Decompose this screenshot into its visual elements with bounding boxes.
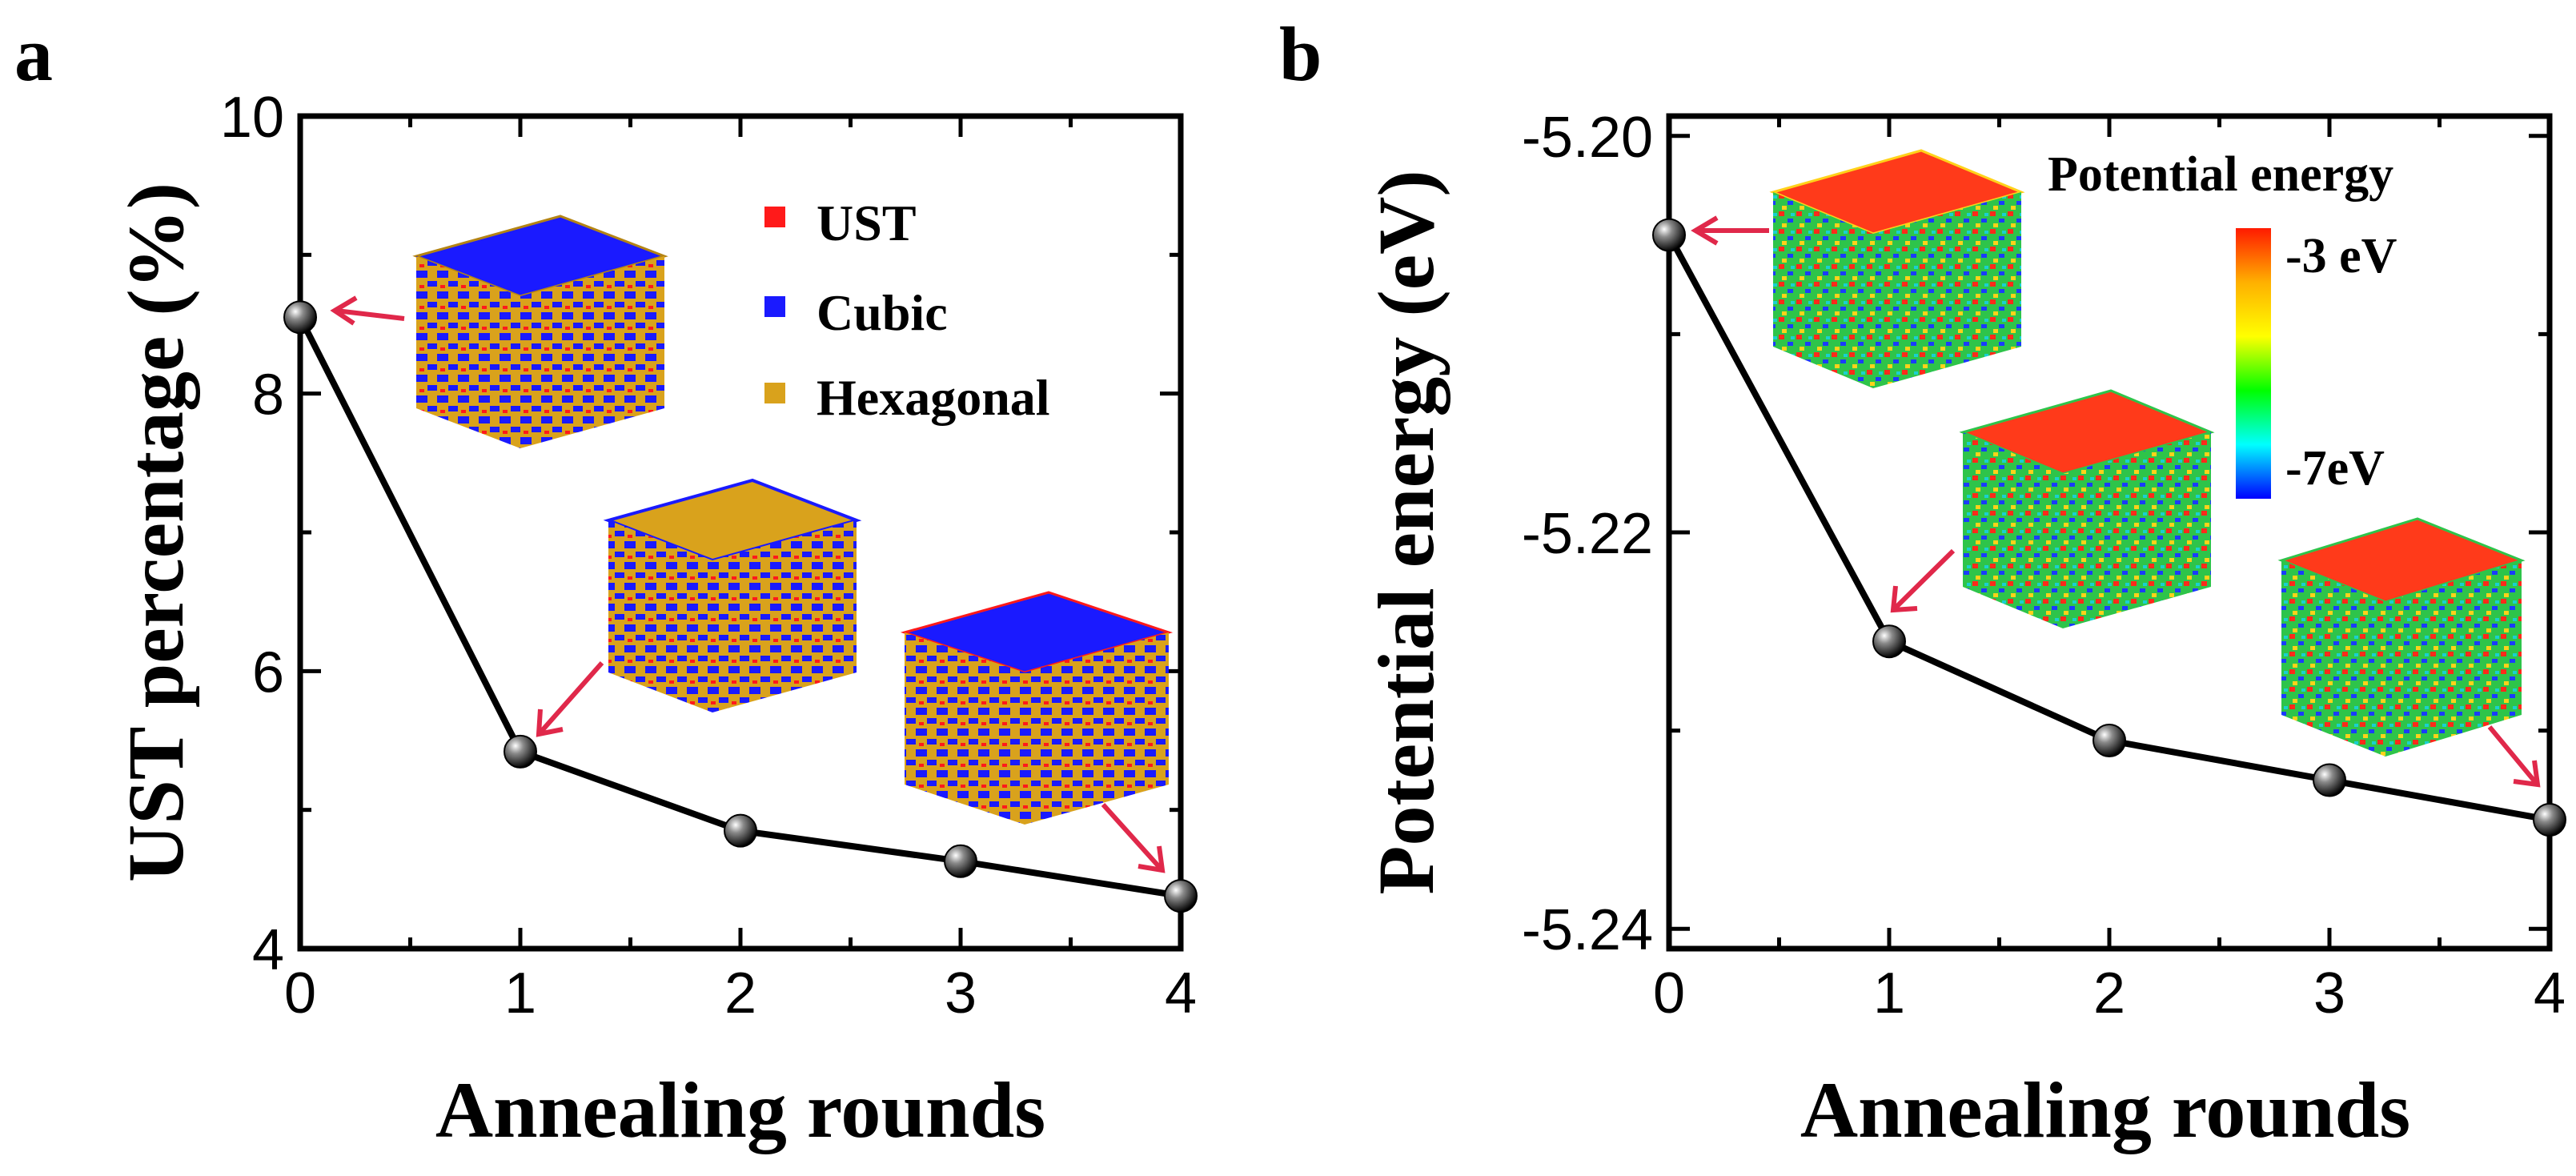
structure-snapshot-a2 — [900, 591, 1174, 825]
legend-swatch-ust — [764, 207, 785, 227]
panel-b: 0 1 2 3 4 -5.20 -5.22 -5.24 Potential energy (e… — [1362, 106, 2566, 1154]
structure-snapshot-b2 — [2277, 517, 2526, 757]
colorbar-title: Potential energy — [2048, 147, 2393, 202]
legend: UST Cubic Hexagonal — [764, 195, 1050, 426]
a-data-point — [283, 300, 317, 335]
a-ytick-label: 6 — [252, 640, 284, 704]
arrow-b1 — [1890, 548, 1956, 613]
structure-snapshot-b0 — [1769, 149, 2025, 388]
a-ytick-label: 10 — [220, 86, 284, 150]
arrow-a1 — [536, 661, 604, 737]
a-data-point — [1164, 879, 1198, 913]
b-xtick-label: 0 — [1653, 961, 1685, 1025]
b-data-point — [2092, 724, 2126, 757]
y-axis-title-a: UST percentage (%) — [111, 183, 200, 882]
a-xtick-label: 4 — [1165, 961, 1197, 1025]
legend-label-cubic: Cubic — [817, 284, 948, 341]
b-xtick-label: 4 — [2534, 961, 2566, 1025]
x-axis-title-b: Annealing rounds — [1800, 1066, 2410, 1154]
arrow-a0 — [330, 295, 405, 326]
panel-label-a: a — [14, 11, 53, 97]
b-data-point — [2533, 803, 2566, 837]
panel-label-b: b — [1279, 11, 1322, 97]
arrow-b4 — [2487, 725, 2541, 788]
a-data-point — [724, 813, 757, 848]
b-data-point — [1872, 624, 1906, 659]
series-ust — [283, 300, 1198, 913]
structure-snapshot-b1 — [1959, 389, 2215, 628]
a-xtick-label: 2 — [724, 961, 756, 1025]
legend-swatch-cubic — [764, 296, 785, 317]
colorbar: Potential energy -3 eV -7eV — [2048, 147, 2397, 499]
ticks-b: 0 1 2 3 4 -5.20 -5.22 -5.24 — [1522, 106, 2566, 1025]
a-data-point — [504, 734, 537, 769]
b-data-point — [2313, 763, 2346, 797]
colorbar-max-label: -3 eV — [2285, 229, 2397, 283]
a-ytick-label: 4 — [252, 918, 284, 982]
ticks-a: 0 1 2 3 4 4 6 8 10 — [220, 86, 1197, 1025]
structure-snapshot-a1 — [603, 478, 862, 712]
b-xtick-label: 2 — [2093, 961, 2125, 1025]
colorbar-min-label: -7eV — [2285, 441, 2385, 496]
legend-swatch-hexagonal — [764, 383, 785, 403]
a-xtick-label: 3 — [945, 961, 977, 1025]
b-ytick-label: -5.22 — [1522, 502, 1653, 566]
b-xtick-label: 3 — [2313, 961, 2345, 1025]
arrow-a4 — [1101, 802, 1166, 873]
structure-snapshot-a0 — [412, 215, 668, 448]
b-ytick-label: -5.24 — [1522, 898, 1653, 962]
a-xtick-label: 0 — [284, 961, 316, 1025]
arrow-b0 — [1691, 215, 1769, 246]
a-xtick-label: 1 — [504, 961, 536, 1025]
series-potential-energy — [1652, 218, 2566, 837]
y-axis-title-b: Potential energy (eV) — [1362, 170, 1451, 894]
colorbar-gradient — [2236, 228, 2271, 499]
legend-label-hexagonal: Hexagonal — [817, 369, 1050, 426]
panel-a: 0 1 2 3 4 4 6 8 10 UST percentage (%) Annealing … — [111, 86, 1198, 1154]
legend-label-ust: UST — [817, 195, 917, 251]
b-xtick-label: 1 — [1873, 961, 1905, 1025]
a-ytick-label: 8 — [252, 363, 284, 427]
x-axis-title-a: Annealing rounds — [435, 1066, 1045, 1154]
a-data-point — [944, 844, 977, 878]
b-data-point — [1652, 218, 1686, 252]
b-ytick-label: -5.20 — [1522, 106, 1653, 170]
